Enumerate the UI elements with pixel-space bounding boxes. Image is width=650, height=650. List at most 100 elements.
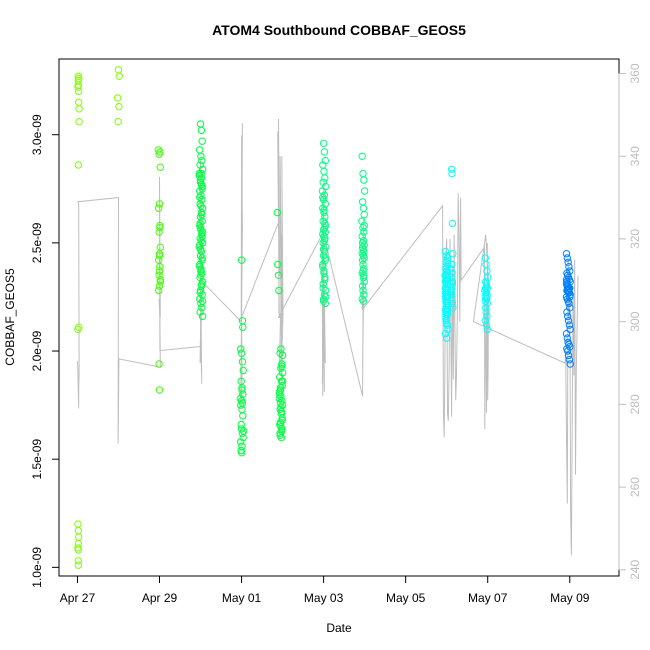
data-point <box>196 245 205 254</box>
data-point <box>274 271 283 279</box>
data-point <box>563 278 571 286</box>
data-point <box>358 239 367 247</box>
data-point <box>237 256 246 264</box>
data-point <box>482 308 490 316</box>
series-0 <box>74 66 124 569</box>
data-point <box>277 407 286 416</box>
data-point <box>278 381 286 390</box>
data-point <box>75 118 83 126</box>
data-point <box>448 284 456 292</box>
data-point <box>237 420 245 429</box>
data-point <box>277 364 285 372</box>
data-point <box>562 250 571 258</box>
data-point <box>155 360 163 368</box>
data-point <box>442 310 450 318</box>
data-point <box>237 449 246 457</box>
data-point <box>239 412 247 420</box>
data-point <box>321 275 329 284</box>
data-point <box>238 386 246 394</box>
data-point <box>196 219 204 228</box>
series-8 <box>562 250 574 368</box>
data-point <box>196 241 204 249</box>
data-point <box>319 280 327 288</box>
data-point <box>198 232 206 241</box>
data-point <box>482 321 491 329</box>
data-point <box>443 267 451 275</box>
series-5 <box>358 152 369 305</box>
data-point <box>320 206 328 215</box>
data-point <box>360 221 368 230</box>
data-point <box>155 228 163 236</box>
y2-tick-label: 360 <box>628 63 642 83</box>
data-point <box>75 87 83 96</box>
data-point <box>197 152 205 161</box>
data-point <box>443 288 451 297</box>
data-point <box>564 312 572 321</box>
data-point <box>196 193 204 202</box>
y-tick-label: 3.0e-09 <box>30 114 44 155</box>
data-point <box>442 314 450 323</box>
data-point <box>564 282 572 290</box>
data-point <box>563 308 571 316</box>
data-point <box>278 425 286 433</box>
data-point <box>274 260 282 269</box>
data-point <box>74 546 83 554</box>
data-point <box>197 126 206 135</box>
data-point <box>448 280 457 288</box>
data-point <box>155 267 164 275</box>
x-tick-label: Apr 27 <box>60 591 96 605</box>
data-point <box>482 284 490 292</box>
data-point <box>238 317 247 325</box>
data-point <box>277 345 285 353</box>
data-point <box>156 278 165 286</box>
data-point <box>444 275 452 284</box>
y-axis-label: COBBAF_GEOS5 <box>3 268 17 366</box>
data-point <box>442 319 450 327</box>
data-point <box>483 293 491 301</box>
data-point <box>156 163 165 171</box>
data-point <box>74 325 82 334</box>
data-point <box>565 263 573 271</box>
data-point <box>275 286 283 295</box>
data-point <box>115 72 124 81</box>
points-layer <box>74 66 574 569</box>
data-point <box>320 208 328 217</box>
x-tick-label: May 01 <box>222 591 262 605</box>
data-point <box>237 349 246 357</box>
x-tick-label: May 05 <box>386 591 426 605</box>
data-point <box>198 157 206 165</box>
data-point <box>320 191 329 200</box>
data-point <box>237 345 245 353</box>
data-point <box>75 105 83 113</box>
data-point <box>358 152 366 161</box>
chart-title: ATOM4 Southbound COBBAF_GEOS5 <box>212 22 466 38</box>
data-point <box>198 254 206 262</box>
data-point <box>74 557 83 565</box>
data-point <box>566 325 574 334</box>
y-axis-left: 1.0e-09 1.5e-09 2.0e-09 2.5e-09 3.0e-09 <box>30 114 60 588</box>
data-point <box>448 169 456 178</box>
y-tick-label: 1.0e-09 <box>30 547 44 588</box>
data-point <box>197 267 205 275</box>
series-3 <box>236 208 287 457</box>
data-point <box>198 228 207 236</box>
x-axis: Apr 27 Apr 29 May 01 May 03 May 05 May 07 May … <box>60 575 590 605</box>
data-point <box>483 312 491 321</box>
data-point <box>564 258 572 266</box>
x-tick-label: May 09 <box>550 591 590 605</box>
data-point <box>319 139 328 148</box>
data-point <box>156 148 164 156</box>
data-point <box>156 224 164 232</box>
data-point <box>447 288 455 297</box>
data-point <box>359 286 367 295</box>
data-point <box>564 286 573 295</box>
data-point <box>276 349 284 357</box>
data-point <box>198 312 207 321</box>
data-point <box>360 176 368 184</box>
data-point <box>197 237 206 245</box>
data-point <box>320 237 329 245</box>
data-point <box>196 288 204 297</box>
series-7 <box>481 254 492 334</box>
data-point <box>360 187 369 195</box>
data-point <box>278 351 287 360</box>
